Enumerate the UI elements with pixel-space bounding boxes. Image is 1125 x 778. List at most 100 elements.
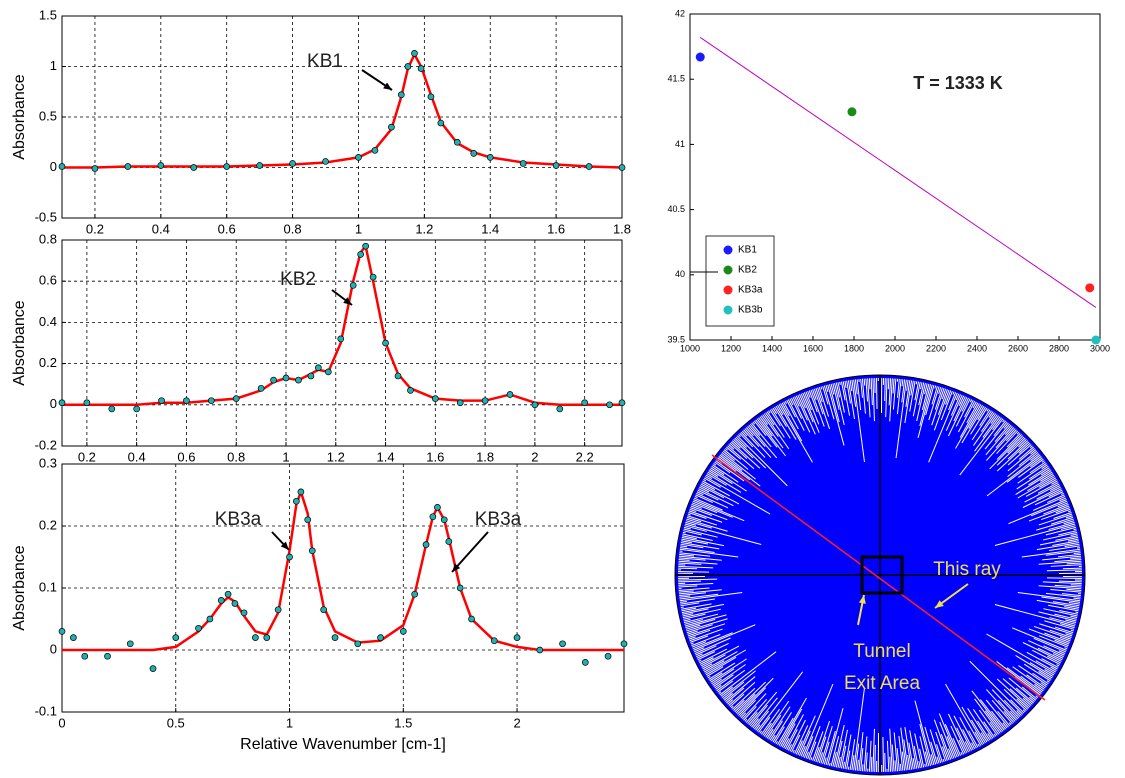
ray-tick — [945, 683, 982, 746]
y-tick-label: 0.2 — [39, 517, 57, 532]
x-tick-label: 1.6 — [426, 449, 444, 464]
data-point — [506, 391, 514, 398]
ray-tick — [678, 589, 722, 595]
ray-tick — [912, 381, 921, 417]
ray-tick — [722, 681, 745, 700]
ray-tick — [686, 518, 728, 532]
data-point — [263, 634, 271, 641]
ray-tick — [1045, 592, 1081, 598]
ray-tick — [884, 378, 886, 402]
ray-tick — [1064, 606, 1079, 610]
ray-tick — [1041, 464, 1048, 470]
ray-tick — [706, 473, 727, 486]
ray-tick — [679, 595, 691, 598]
ray-tick — [772, 712, 792, 743]
annotation: KB1 — [307, 51, 343, 72]
data-point — [382, 339, 389, 347]
ray-tick — [807, 390, 811, 398]
ray-tick — [990, 414, 998, 424]
arrow-head — [935, 600, 944, 608]
ray-tick — [941, 746, 948, 761]
ray-tick — [792, 749, 795, 754]
arrow-head — [452, 563, 461, 572]
ray-tick — [681, 603, 725, 614]
ray-tick — [681, 540, 692, 544]
ray-tick — [1007, 436, 1025, 454]
ray-tick — [820, 386, 823, 390]
ray-tick — [996, 434, 1022, 460]
data-point — [307, 372, 315, 380]
data-point — [1085, 283, 1095, 293]
data-point — [315, 364, 322, 372]
x-tick-label: 2000 — [885, 343, 905, 353]
ray-tick — [953, 715, 973, 751]
ray-tick — [1048, 489, 1063, 498]
ray-tick — [678, 562, 702, 565]
ray-tick — [912, 758, 916, 770]
legend-label: KB3a — [738, 285, 763, 296]
ray-tick — [1055, 507, 1070, 514]
ray-tick — [953, 396, 966, 422]
legend-label: KB2 — [738, 265, 757, 276]
ray-tick — [690, 635, 709, 643]
ray-tick — [915, 381, 918, 385]
ray-tick — [936, 744, 943, 763]
ray-tick — [780, 708, 803, 747]
ray-tick — [679, 593, 719, 600]
ray-tick — [699, 485, 725, 499]
data-point — [490, 637, 498, 645]
data-point — [399, 628, 407, 635]
ray-tick — [1058, 530, 1077, 536]
ray-tick — [683, 618, 691, 622]
x-tick-label: 1.5 — [394, 715, 412, 730]
ray-tick — [805, 751, 809, 759]
ray-tick — [810, 757, 813, 761]
ray-tick — [799, 394, 806, 409]
ray-tick — [678, 565, 714, 569]
ray-tick — [747, 425, 766, 448]
ray-tick — [787, 744, 792, 751]
ray-tick — [964, 400, 974, 418]
ray-tick — [731, 687, 756, 710]
ray-tick — [973, 413, 997, 446]
ray-tick — [736, 435, 788, 487]
ray-tick — [692, 500, 733, 518]
ray-tick — [909, 380, 916, 412]
ray-tick — [763, 700, 790, 737]
ray-tick — [830, 383, 835, 395]
ray-tick — [1054, 626, 1074, 634]
ray-tick — [834, 382, 845, 426]
ray-tick — [775, 741, 778, 745]
ray-tick — [1070, 629, 1074, 632]
diagram-label: This ray — [933, 559, 1001, 580]
ray-tick — [974, 416, 1001, 452]
ray-tick — [851, 755, 855, 771]
ray-tick — [803, 392, 812, 411]
ray-tick — [920, 382, 923, 390]
ray-tick — [925, 385, 935, 416]
ray-tick — [1015, 655, 1053, 679]
ray-tick — [808, 741, 817, 760]
ray-tick — [901, 379, 906, 403]
ray-tick — [1036, 486, 1061, 500]
ray-tick — [1052, 653, 1064, 659]
data-point — [217, 597, 225, 604]
ray-tick — [1002, 678, 1033, 705]
ray-tick — [682, 608, 709, 615]
ray-tick — [924, 383, 928, 395]
ray-tick — [786, 729, 798, 750]
data-point — [337, 335, 345, 343]
ray-tick — [901, 751, 906, 771]
ray-tick — [860, 748, 864, 772]
ray-tick — [1043, 608, 1078, 617]
ray-tick — [686, 516, 702, 523]
ray-tick — [957, 400, 976, 433]
legend-label: KB3b — [738, 305, 763, 316]
ray-tick — [1033, 637, 1067, 653]
ray-tick — [1038, 560, 1082, 565]
ray-tick — [760, 415, 769, 425]
ray-tick — [1029, 696, 1036, 703]
ray-tick — [786, 400, 796, 418]
data-point — [158, 397, 165, 405]
ray-tick — [972, 401, 977, 409]
